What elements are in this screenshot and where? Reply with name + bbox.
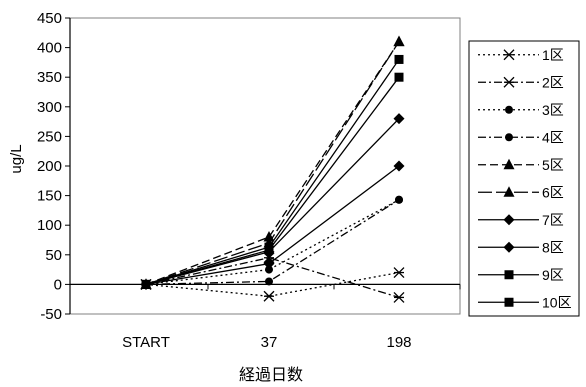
data-point (393, 160, 405, 172)
series-line (145, 199, 400, 286)
data-point (263, 290, 275, 302)
legend-item: 9区 (478, 267, 564, 283)
y-tick-label: 200 (37, 158, 62, 175)
data-point (394, 72, 404, 82)
series-line (145, 165, 400, 286)
y-tick-label: 250 (37, 128, 62, 145)
y-tick-label: 0 (54, 276, 62, 293)
legend-label: 1区 (542, 47, 564, 63)
y-tick-label: 450 (37, 10, 62, 27)
legend-item: 1区 (478, 47, 564, 63)
legend-marker (503, 158, 515, 170)
legend: 1区 2区 3区 4区 5区 6区 7区 8区 9区 10区 (468, 40, 580, 317)
legend-item: 10区 (478, 294, 572, 310)
legend-marker (505, 105, 513, 114)
y-tick-label: 400 (37, 40, 62, 57)
legend-label: 3区 (542, 102, 564, 118)
legend-marker (503, 49, 515, 61)
legend-marker (503, 241, 515, 253)
legend-item: 2区 (478, 74, 564, 90)
y-axis: 450 400 350 300 250 200 150 100 50 0 -50 (37, 10, 71, 323)
legend-label: 10区 (542, 294, 572, 310)
y-tick-label: 300 (37, 99, 62, 116)
data-point (393, 35, 405, 47)
legend-marker (504, 270, 514, 280)
data-point (265, 277, 273, 286)
data-point (263, 258, 275, 270)
legend-label: 7区 (542, 212, 564, 228)
series-line (145, 271, 400, 297)
legend-item: 4区 (478, 129, 564, 145)
x-axis-label: 経過日数 (239, 366, 303, 384)
data-point (265, 265, 273, 274)
legend-item: 7区 (478, 212, 564, 228)
legend-item: 6区 (478, 184, 564, 200)
legend-marker (503, 214, 515, 226)
legend-marker (505, 133, 513, 142)
legend-label: 5区 (542, 157, 564, 173)
legend-marker (503, 76, 515, 88)
legend-item: 8区 (478, 239, 564, 255)
y-tick-label: 350 (37, 69, 62, 86)
legend-box (468, 40, 580, 317)
y-tick-label: 50 (45, 247, 62, 264)
series-line (145, 41, 400, 286)
legend-marker (504, 297, 514, 307)
data-point (264, 245, 274, 255)
y-tick-label: 100 (37, 217, 62, 234)
y-tick-label: 150 (37, 188, 62, 205)
y-tick-label: -50 (40, 306, 62, 323)
series-line (145, 118, 400, 286)
legend-label: 2区 (542, 74, 564, 90)
data-point (393, 267, 405, 279)
data-point (393, 113, 405, 125)
series-2 (140, 252, 405, 303)
x-tick-label: 198 (386, 334, 411, 351)
x-axis: START 37 198 (69, 283, 461, 351)
legend-label: 6区 (542, 184, 564, 200)
legend-item: 5区 (478, 157, 564, 173)
legend-label: 4区 (542, 129, 564, 145)
y-axis-label: ug/L (8, 144, 25, 173)
data-point (395, 195, 403, 204)
series-10 (141, 72, 404, 289)
legend-marker (503, 186, 515, 197)
x-tick-label: 37 (261, 334, 278, 351)
x-tick-label: START (122, 334, 170, 351)
data-point (393, 291, 405, 303)
legend-label: 8区 (542, 239, 564, 255)
legend-label: 9区 (542, 267, 564, 283)
legend-item: 3区 (478, 102, 564, 118)
data-point (394, 54, 404, 64)
series-layer (140, 35, 405, 303)
